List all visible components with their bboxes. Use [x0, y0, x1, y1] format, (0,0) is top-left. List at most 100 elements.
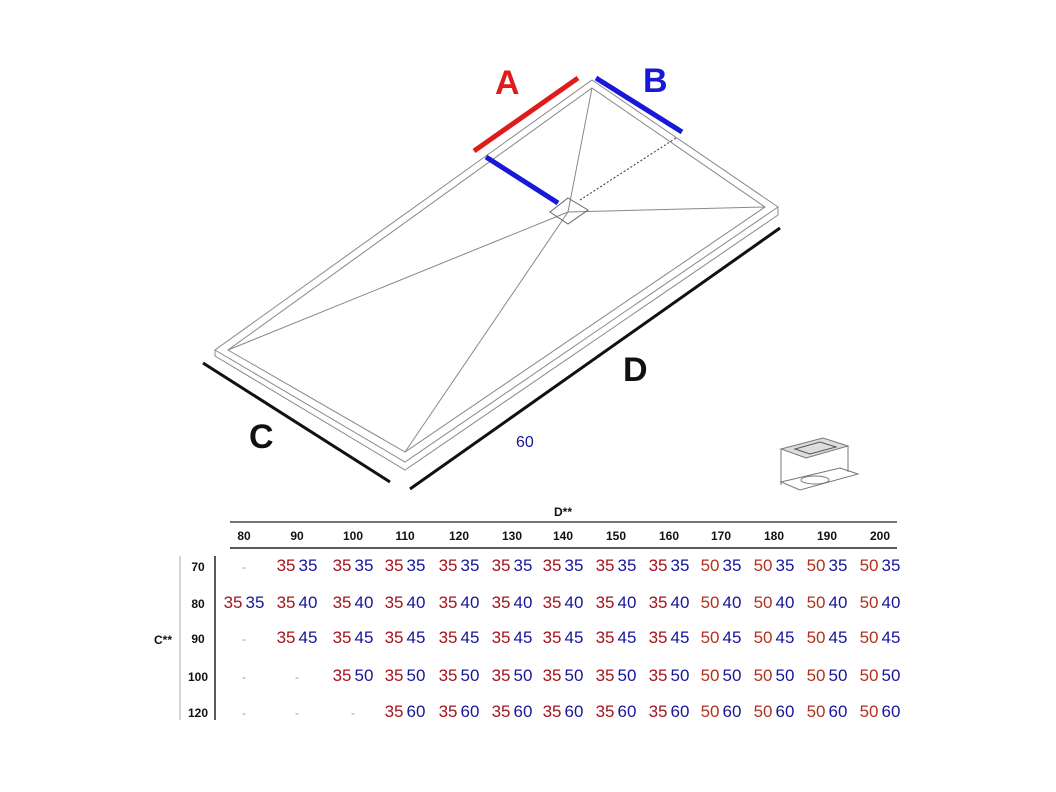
value-a: 35 [648, 593, 668, 612]
table-cell: 35 50 [439, 666, 480, 686]
table-cell: 35 35 [649, 556, 690, 576]
value-a: 50 [806, 628, 826, 647]
label-d: D [623, 351, 648, 389]
value-b: 35 [722, 556, 742, 575]
value-a: 35 [648, 556, 668, 575]
table-cell: 35 40 [492, 593, 533, 613]
table-cell: - [351, 702, 355, 722]
value-b: 50 [775, 666, 795, 685]
table-cell: 35 40 [439, 593, 480, 613]
row-header: 80 [191, 597, 205, 611]
table-cell: 35 45 [333, 628, 374, 648]
value-b: 60 [617, 702, 637, 721]
label-60: 60 [516, 434, 534, 451]
value-b: 45 [828, 628, 848, 647]
table-cell: 35 40 [649, 593, 690, 613]
value-b: 60 [828, 702, 848, 721]
value-a: 35 [491, 666, 511, 685]
value-b: 45 [670, 628, 690, 647]
value-a: 35 [223, 593, 243, 612]
table-cell: 35 45 [439, 628, 480, 648]
table-cell: 50 50 [860, 666, 901, 686]
value-a: 35 [384, 666, 404, 685]
table-cell: 50 40 [701, 593, 742, 613]
value-b: 60 [460, 702, 480, 721]
column-header: 100 [342, 529, 364, 543]
drain-line [227, 211, 569, 351]
table-cell: 50 50 [754, 666, 795, 686]
column-header: 190 [816, 529, 838, 543]
value-b: 40 [513, 593, 533, 612]
row-header: 120 [187, 706, 209, 720]
tray-side-edge [214, 207, 779, 471]
value-a: 35 [276, 628, 296, 647]
label-b: B [643, 62, 668, 100]
value-b: 40 [298, 593, 318, 612]
value-a: 50 [859, 628, 879, 647]
value-b: 50 [828, 666, 848, 685]
value-a: 35 [491, 593, 511, 612]
value-b: 45 [722, 628, 742, 647]
value-b: 35 [513, 556, 533, 575]
value-b: 50 [513, 666, 533, 685]
column-header: 150 [605, 529, 627, 543]
column-header: 180 [763, 529, 785, 543]
table-cell: - [242, 702, 246, 722]
column-header: 90 [290, 529, 304, 543]
value-b: 50 [670, 666, 690, 685]
table-cell: 50 35 [754, 556, 795, 576]
empty-marker: - [351, 706, 355, 720]
column-header: 130 [501, 529, 523, 543]
table-cell: - [295, 702, 299, 722]
label-c: C [249, 418, 274, 456]
table-cell: 50 60 [701, 702, 742, 722]
table-cell: - [295, 666, 299, 686]
value-a: 35 [595, 628, 615, 647]
table-cell: 35 40 [277, 593, 318, 613]
value-a: 35 [595, 702, 615, 721]
value-b: 50 [881, 666, 901, 685]
value-a: 35 [276, 556, 296, 575]
table-cell: 50 45 [754, 628, 795, 648]
table-cell: 35 40 [333, 593, 374, 613]
dimension-a-line [472, 75, 580, 154]
value-b: 45 [354, 628, 374, 647]
table-cell: 50 40 [754, 593, 795, 613]
value-a: 35 [384, 556, 404, 575]
value-a: 35 [276, 593, 296, 612]
table-cell: 35 35 [439, 556, 480, 576]
value-b: 35 [298, 556, 318, 575]
column-header: 170 [710, 529, 732, 543]
value-a: 50 [753, 702, 773, 721]
table-cell: 35 35 [333, 556, 374, 576]
value-a: 50 [700, 702, 720, 721]
table-cell: 35 60 [492, 702, 533, 722]
column-header: 80 [237, 529, 251, 543]
table-cell: 35 50 [333, 666, 374, 686]
value-a: 50 [700, 593, 720, 612]
value-b: 35 [564, 556, 584, 575]
value-a: 50 [806, 556, 826, 575]
tray-top-surface [214, 79, 779, 463]
value-a: 35 [332, 628, 352, 647]
row-header: 100 [187, 670, 209, 684]
empty-marker: - [242, 706, 246, 720]
value-a: 35 [332, 556, 352, 575]
table-cell: 50 60 [807, 702, 848, 722]
value-b: 45 [298, 628, 318, 647]
table-cell: 50 60 [860, 702, 901, 722]
table-cell: 35 35 [277, 556, 318, 576]
value-a: 35 [491, 702, 511, 721]
empty-marker: - [242, 670, 246, 684]
value-a: 50 [859, 556, 879, 575]
table-cell: 35 35 [224, 593, 265, 613]
value-a: 50 [700, 628, 720, 647]
value-a: 35 [595, 556, 615, 575]
value-a: 50 [806, 666, 826, 685]
column-header: 110 [395, 529, 415, 543]
table-cell: 35 35 [492, 556, 533, 576]
value-a: 35 [648, 666, 668, 685]
value-b: 60 [564, 702, 584, 721]
value-b: 35 [245, 593, 265, 612]
label-a: A [495, 64, 520, 102]
